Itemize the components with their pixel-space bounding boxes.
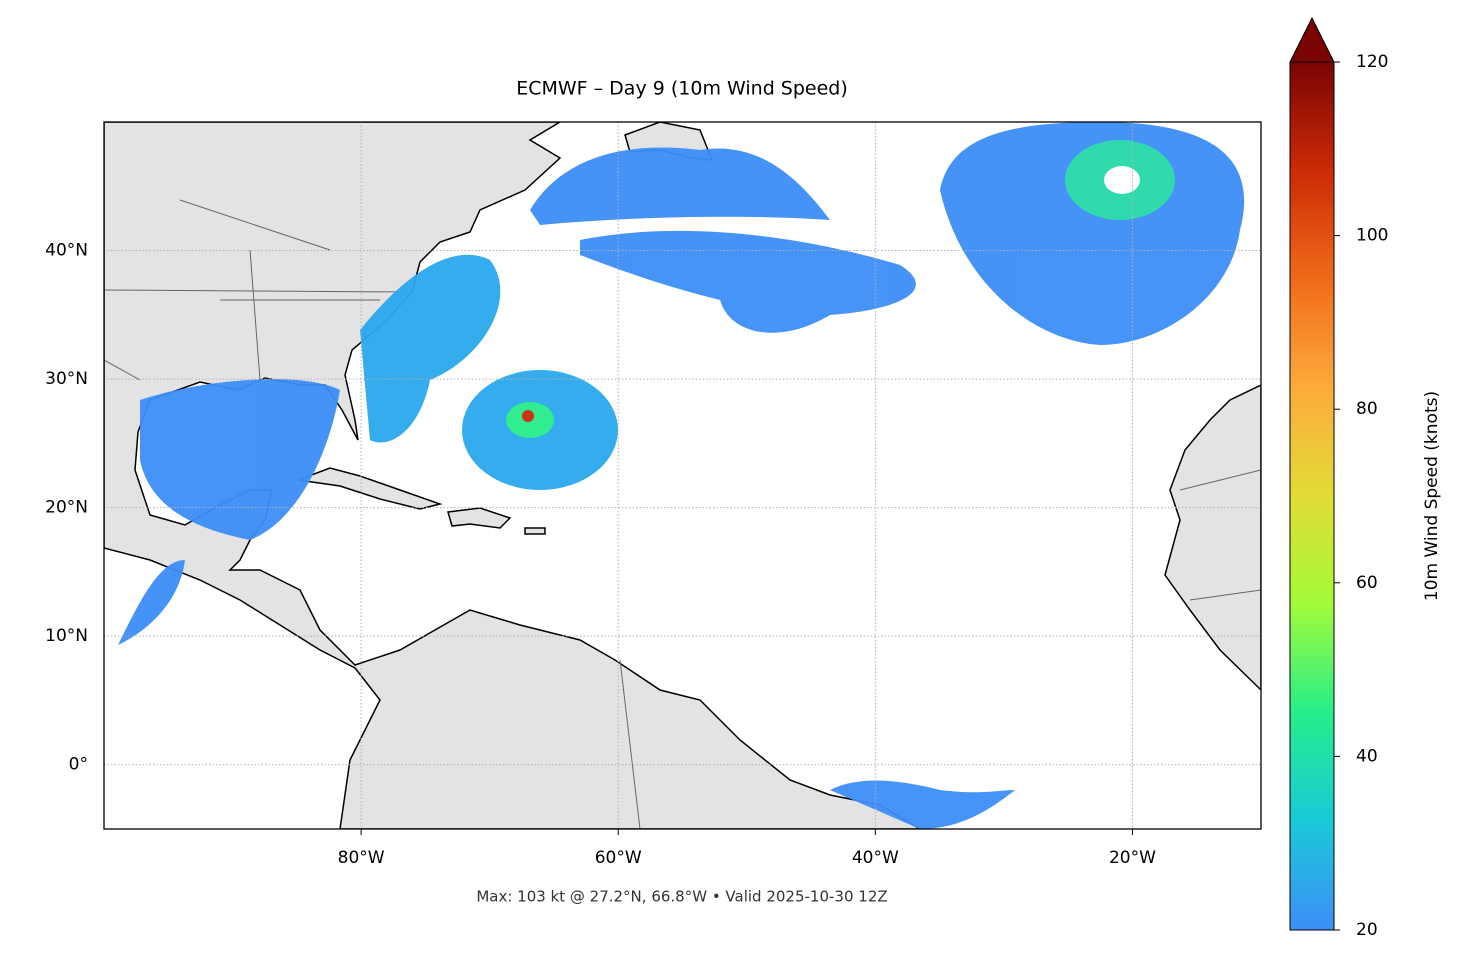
y-tick-label: 0° [69,755,88,775]
wind-equatorial [830,780,1015,829]
africa [1164,384,1261,692]
colorbar-tick-label: 60 [1356,573,1378,593]
footer-note: Max: 103 kt @ 27.2°N, 66.8°W • Valid 202… [476,888,887,906]
wind-field [118,122,1245,829]
wind-central-atlantic [580,230,916,333]
wind-east-coast [360,254,501,443]
wind-canada [530,147,830,225]
x-tick-label: 60°W [595,848,642,868]
x-tick-label: 20°W [1109,848,1156,868]
y-tick-label: 10°N [45,626,88,646]
cuba [297,467,443,510]
wind-pacific [118,560,185,645]
colorbar: 10m Wind Speed (knots) 20 40 60 80 100 120 [1289,16,1442,940]
title: ECMWF – Day 9 (10m Wind Speed) [516,78,848,100]
y-tick-label: 20°N [45,498,88,518]
colorbar-tick-label: 120 [1356,52,1388,72]
map-frame [103,121,1262,830]
colorbar-tick-label: 100 [1356,226,1388,246]
border-lines [104,199,1261,829]
grid [104,122,1261,829]
colorbar-label: 10m Wind Speed (knots) [1422,391,1442,601]
wind-gulf [140,379,340,540]
y-tick-label: 40°N [45,241,88,261]
colorbar-tick-label: 40 [1356,746,1378,766]
colorbar-tick-label: 80 [1356,399,1378,419]
colorbar-tick-label: 20 [1356,920,1378,940]
colorbar-scale [1289,61,1335,931]
y-tick-label: 30°N [45,369,88,389]
wind-hurricane-core [522,410,534,422]
wind-northeast-eye [1104,166,1140,194]
x-tick-label: 80°W [338,848,385,868]
borders [104,199,1261,829]
x-tick-label: 40°W [852,848,899,868]
puerto-rico [524,527,546,535]
colorbar-extend [1289,16,1335,63]
map-area [104,122,1261,829]
axes: 80°W 60°W 40°W 20°W 0° 10°N 20°N 30°N 40°N [45,241,1156,868]
